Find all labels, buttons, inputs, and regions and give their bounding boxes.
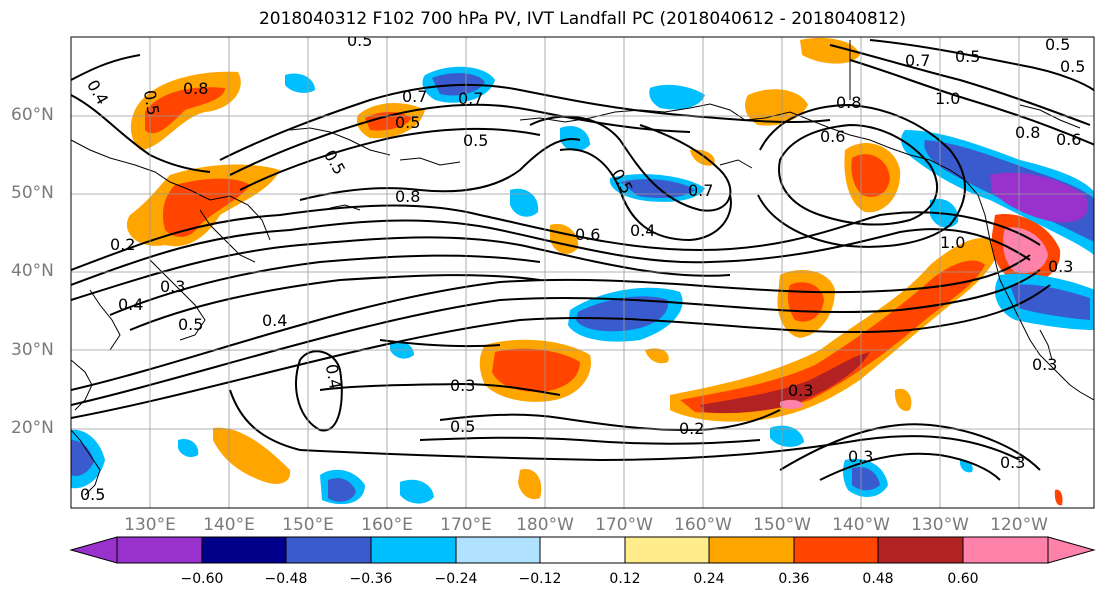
graticule [71,37,1094,508]
contour-label: 0.8 [1015,123,1040,142]
colorbar-label: −0.12 [518,571,562,587]
lat-label-50n: 50°N [11,183,54,203]
colorbar-label: 0.12 [609,571,641,587]
lat-label-40n: 40°N [11,261,54,281]
colorbar-arrow-low [69,536,118,564]
contour-label: 0.7 [402,87,427,106]
lon-label-170e: 170°E [440,515,492,535]
contour-label: 0.4 [630,221,655,240]
lon-label-150e: 150°E [282,515,334,535]
contour-label: 0.6 [820,127,845,146]
negative-pv-shading [71,66,1094,505]
lon-label-140w: 140°W [832,515,890,535]
contour-label: 0.8 [836,93,861,112]
contour-label: 0.5 [1060,57,1085,76]
contour-label: 0.7 [905,51,930,70]
lon-label-180w: 180°W [516,515,574,535]
lon-label-170w: 170°W [595,515,653,535]
contour-label: 0.5 [347,31,372,50]
colorbar-label: −0.36 [349,571,393,587]
colorbar-label: 0.36 [778,571,810,587]
contour-label: 0.6 [575,225,600,244]
contour-label: 0.2 [110,235,135,254]
contour-label: 0.5 [450,417,475,436]
lat-label-60n: 60°N [11,105,54,125]
contour-label: 0.7 [688,181,713,200]
colorbar-label: 0.48 [862,571,894,587]
coastlines [71,40,1094,496]
contour-label: 0.2 [679,419,704,438]
contour-label: 0.4 [322,363,345,391]
lat-label-20n: 20°N [11,418,54,438]
contour-label: 0.4 [83,76,112,108]
chart-title: 2018040312 F102 700 hPa PV, IVT Landfall… [258,9,906,29]
contour-label: 0.3 [1032,355,1057,374]
contour-label: 0.4 [118,295,143,314]
contour-label: 0.3 [1000,453,1025,472]
colorbar-arrow-high [1047,536,1096,564]
contour-label: 0.3 [788,381,813,400]
contour-label: 0.4 [262,311,287,330]
colorbar-label: 0.24 [693,571,725,587]
contour-label: 0.6 [1056,130,1081,149]
contour-label: 1.0 [940,233,965,252]
map-frame [70,36,1095,509]
lon-label-160e: 160°E [361,515,413,535]
contour-label: 0.5 [1045,35,1070,54]
contour-label: 0.5 [463,131,488,150]
contour-label: 0.3 [160,277,185,296]
contour-label: 0.5 [395,113,420,132]
contour-label: 0.3 [1048,257,1073,276]
contour-label: 0.7 [458,89,483,108]
contour-label: 0.5 [320,146,349,178]
colorbar [69,536,1096,564]
contour-label: 1.0 [935,89,960,108]
colorbar-label: −0.60 [180,571,224,587]
contour-label: 0.5 [955,47,980,66]
contour-label: 0.8 [395,187,420,206]
contour-label: 0.8 [183,79,208,98]
lon-label-140e: 140°E [203,515,255,535]
contour-label: 0.5 [178,315,203,334]
colorbar-label: −0.48 [264,571,308,587]
lon-label-130w: 130°W [911,515,969,535]
contour-label: 0.5 [80,485,105,504]
ivt-contours [71,39,1094,481]
contour-label: 0.5 [140,89,163,117]
lon-label-150w: 150°W [753,515,811,535]
colorbar-label: 0.60 [947,571,979,587]
lon-label-160w: 160°W [674,515,732,535]
contour-label: 0.3 [450,376,475,395]
lon-label-120w: 120°W [990,515,1048,535]
lat-label-30n: 30°N [11,340,54,360]
colorbar-label: −0.24 [434,571,478,587]
contour-label: 0.3 [848,447,873,466]
lon-label-130e: 130°E [124,515,176,535]
positive-pv-shading [126,37,1063,506]
